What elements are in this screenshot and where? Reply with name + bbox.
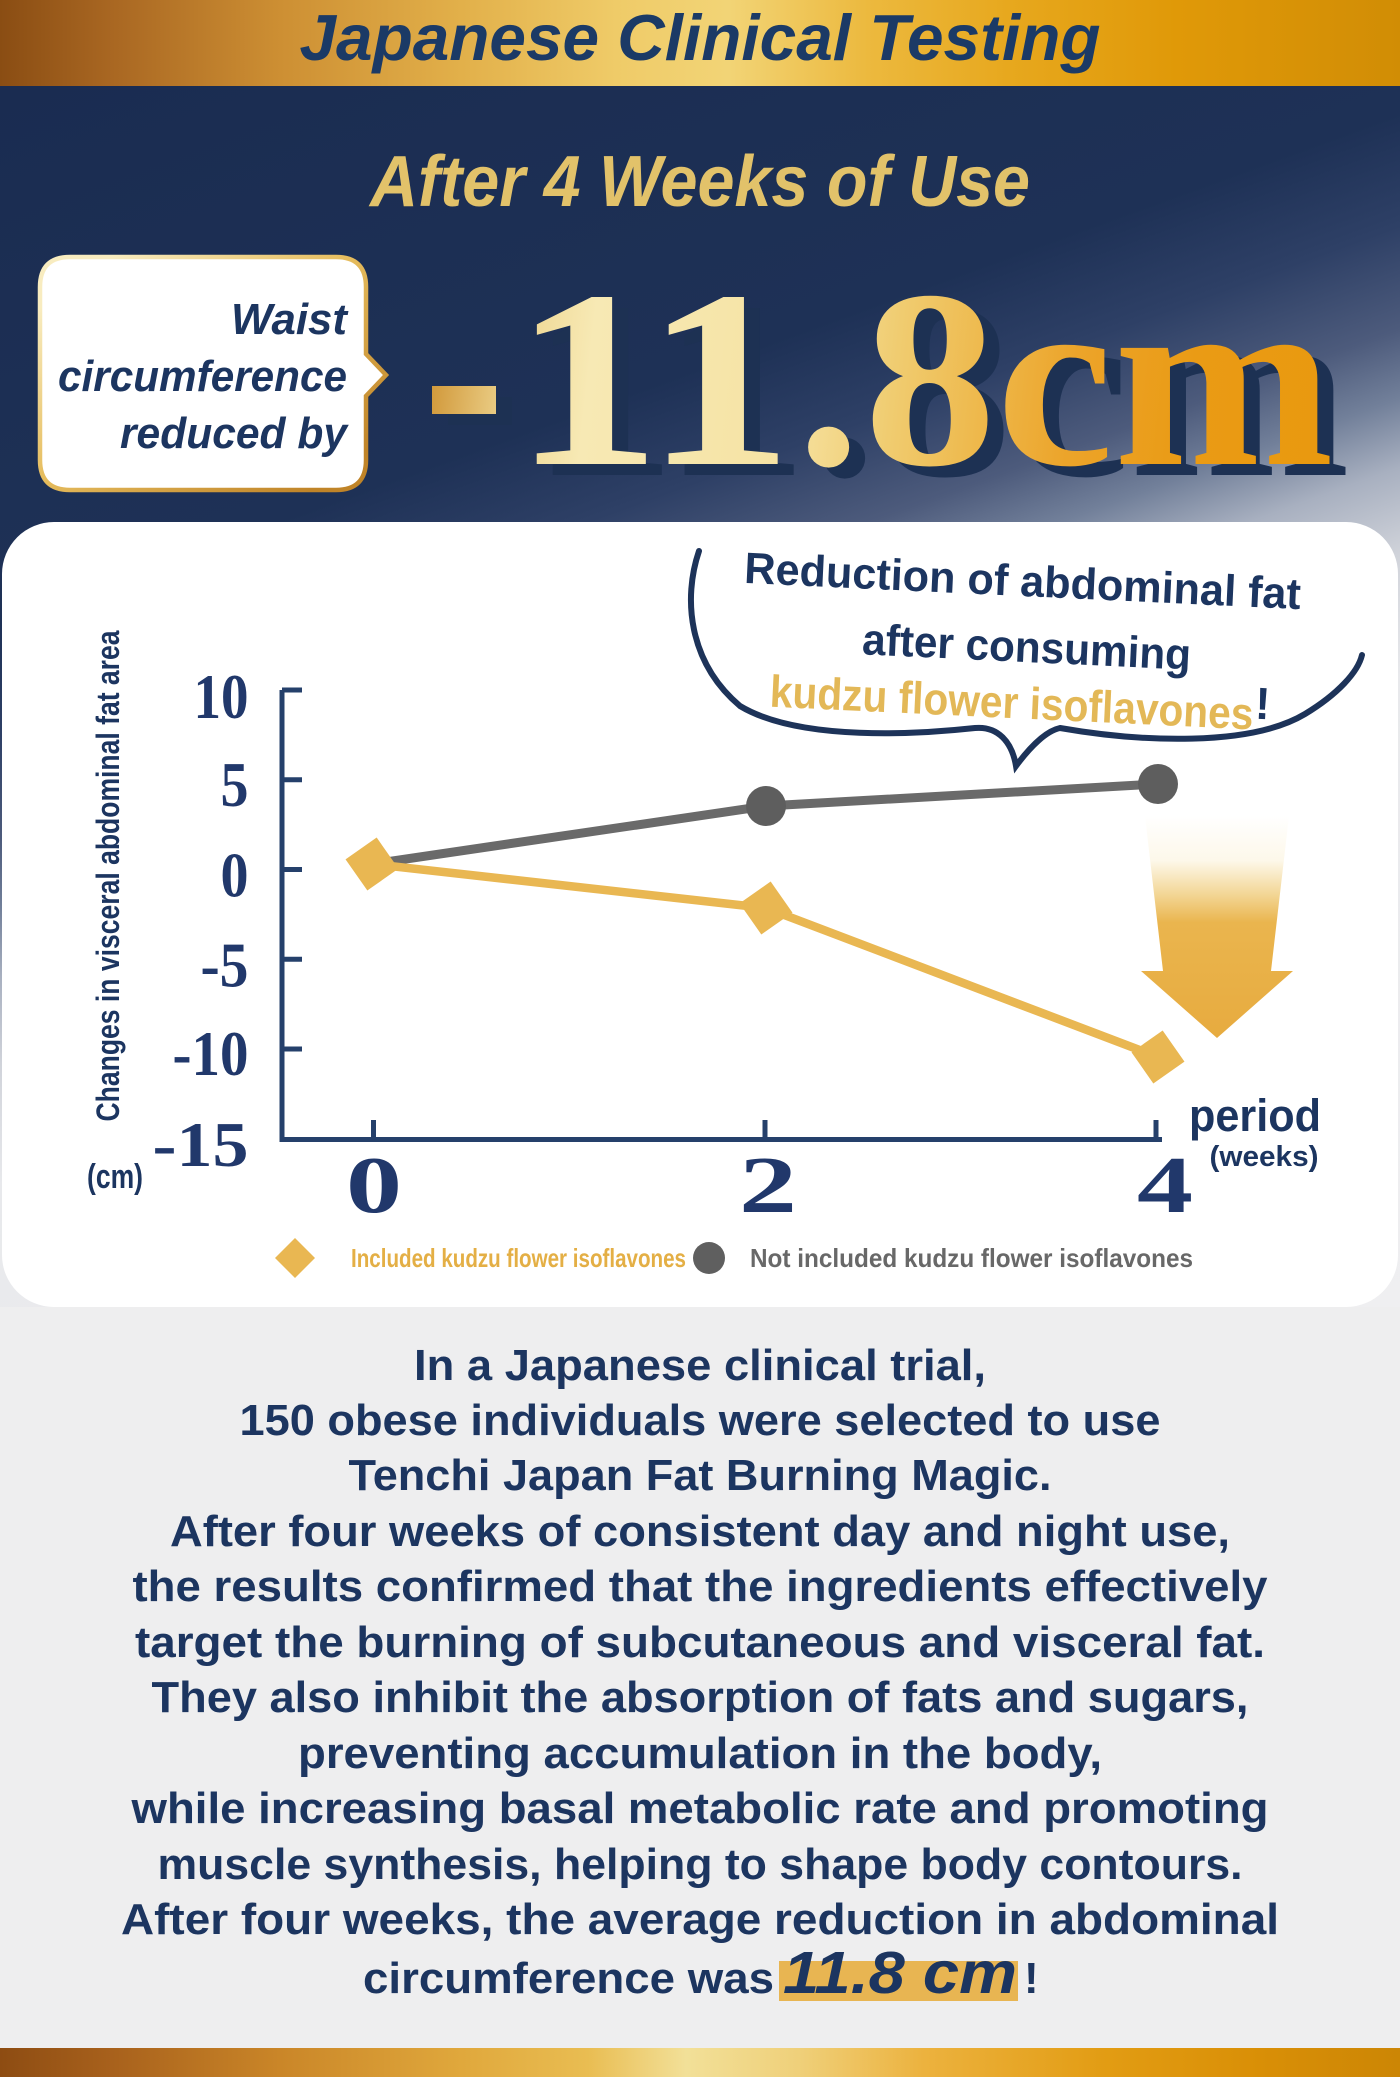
svg-text:.: . (813, 250, 876, 530)
svg-text:(weeks): (weeks) (1210, 1141, 1319, 1173)
svg-text:(cm): (cm) (87, 1158, 143, 1196)
svg-text:0: 0 (346, 1142, 402, 1230)
svg-text:Changes in visceral abdominal: Changes in visceral abdominal fat area (90, 630, 126, 1121)
svg-text:while increasing basal metabol: while increasing basal metabolic rate an… (130, 1784, 1268, 1833)
svg-text:circumference: circumference (58, 352, 347, 401)
svg-text:150 obese individuals were sel: 150 obese individuals were selected to u… (240, 1396, 1161, 1445)
svg-text:-5: -5 (201, 931, 249, 1001)
svg-text:After 4 Weeks of Use: After 4 Weeks of Use (368, 142, 1030, 222)
svg-text:!: ! (1254, 678, 1271, 730)
svg-text:!: ! (1024, 1954, 1039, 2003)
svg-text:8cm: 8cm (880, 250, 1350, 530)
svg-text:5: 5 (221, 750, 249, 820)
svg-text:.: . (797, 239, 860, 519)
svg-text:Japanese Clinical Testing: Japanese Clinical Testing (300, 1, 1101, 74)
svg-text:2: 2 (739, 1142, 797, 1230)
svg-text:11: 11 (529, 250, 809, 530)
svg-text:-10: -10 (173, 1019, 249, 1089)
svg-text:They also inhibit the absorpti: They also inhibit the absorption of fats… (152, 1673, 1249, 1722)
svg-text:After four weeks of consistent: After four weeks of consistent day and n… (170, 1507, 1230, 1556)
svg-text:Not included kudzu flower isof: Not included kudzu flower isoflavones (750, 1243, 1193, 1273)
svg-text:After four weeks, the average: After four weeks, the average reduction … (121, 1895, 1279, 1944)
svg-text:circumference was: circumference was (363, 1954, 774, 2003)
svg-text:target the burning of subcutan: target the burning of subcutaneous and v… (135, 1618, 1265, 1667)
svg-text:reduced by: reduced by (120, 409, 349, 458)
svg-text:the results confirmed that the: the results confirmed that the ingredien… (133, 1562, 1269, 1611)
svg-text:0: 0 (221, 841, 249, 911)
svg-text:Tenchi Japan Fat Burning Magic: Tenchi Japan Fat Burning Magic. (349, 1451, 1052, 1500)
svg-text:10: 10 (194, 662, 249, 732)
svg-text:Included kudzu flower isoflavo: Included kudzu flower isoflavones (351, 1243, 686, 1273)
svg-text:4: 4 (1137, 1142, 1193, 1230)
svg-text:preventing accumulation in the: preventing accumulation in the body, (298, 1729, 1102, 1778)
svg-text:8cm: 8cm (864, 239, 1334, 519)
svg-text:period: period (1189, 1090, 1321, 1141)
svg-text:Waist: Waist (231, 295, 349, 344)
svg-text:11: 11 (513, 239, 793, 519)
svg-text:-15: -15 (153, 1110, 249, 1180)
svg-text:Reduction of abdominal fat: Reduction of abdominal fat (743, 544, 1302, 619)
svg-text:muscle synthesis, helping to s: muscle synthesis, helping to shape body … (158, 1840, 1243, 1889)
svg-text:11.8 cm: 11.8 cm (783, 1940, 1017, 2006)
svg-text:In a Japanese clinical trial,: In a Japanese clinical trial, (414, 1341, 986, 1390)
svg-text:after consuming: after consuming (861, 615, 1192, 679)
